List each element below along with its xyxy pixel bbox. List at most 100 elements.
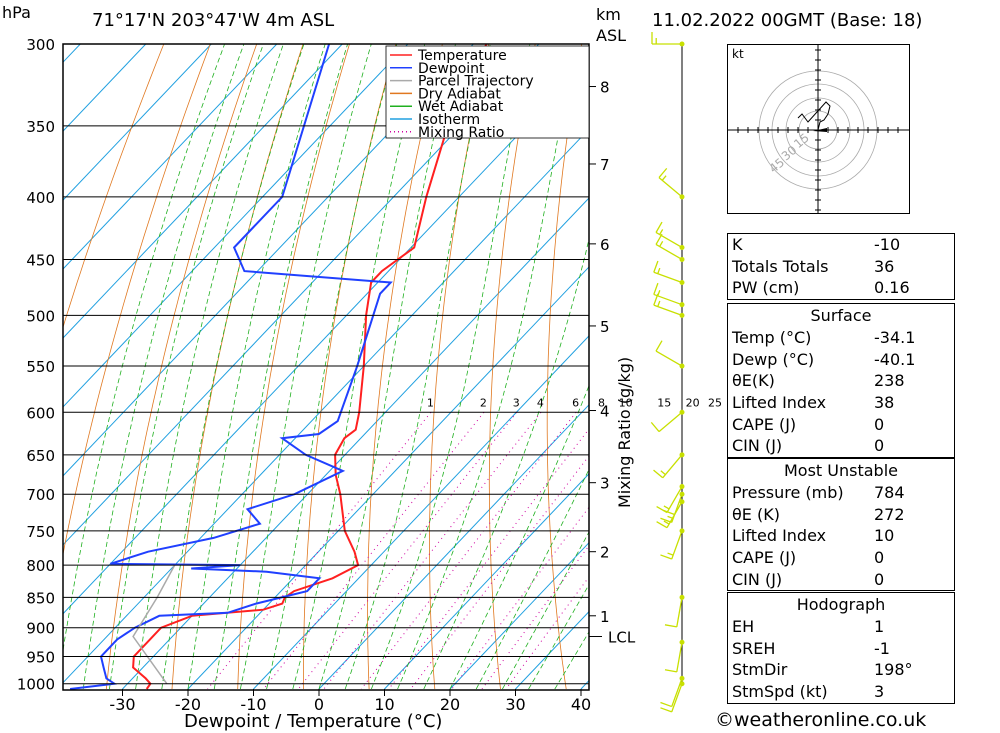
table-row: PW (cm) 0.16 [728, 277, 954, 299]
row-value: 0.16 [874, 278, 910, 298]
table-row: Temp (°C) -34.1 [728, 327, 954, 349]
mixing-ratio-line [360, 411, 577, 690]
wet-adiabat-line [528, 583, 589, 690]
pressure-unit-label: hPa [2, 3, 31, 22]
wind-barb [656, 484, 685, 514]
table-row: CIN (J) 0 [728, 435, 954, 457]
pressure-tick-label: 750 [26, 523, 55, 541]
table-row: K -10 [728, 234, 954, 256]
mixing-ratio-label: 15 [657, 396, 671, 409]
pressure-tick-label: 700 [26, 486, 55, 504]
dry-adiabat-line [367, 44, 443, 690]
wet-adiabat-line [449, 384, 589, 690]
row-label: Totals Totals [732, 256, 829, 276]
wet-adiabat-line [187, 44, 326, 690]
row-label: CAPE (J) [732, 548, 797, 568]
legend-entry: Wet Adiabat [418, 99, 504, 115]
series-dewpoint [69, 44, 393, 690]
mixing-ratio-line [207, 411, 432, 690]
series-parcel-trajectory [132, 564, 176, 685]
dry-adiabat-line [658, 44, 698, 689]
dry-adiabat-line [429, 44, 490, 690]
row-label: Lifted Index [732, 526, 827, 546]
mixing-ratio-label: 10 [619, 396, 633, 409]
location-title: 71°17'N 203°47'W 4m ASL [92, 10, 334, 31]
table-row: CAPE (J) 0 [728, 414, 954, 436]
x-tick-label: 30 [505, 695, 525, 714]
row-value: 784 [874, 483, 905, 502]
pressure-tick-label: 1000 [17, 676, 55, 694]
mixing-ratio-line [451, 506, 589, 690]
km-tick-label: 1 [600, 608, 610, 626]
hodograph-table-panel: Hodograph EH 1 SREH -1 StmDir 198° StmSpd (kt)… [727, 592, 955, 704]
isotherm-line [384, 473, 589, 690]
wind-barb [653, 260, 685, 286]
hodograph-trace [797, 101, 831, 131]
wet-adiabat-line [502, 531, 589, 690]
mixing-ratio-label: 8 [598, 396, 605, 409]
isotherm-line [0, 44, 15, 689]
dry-adiabat-line [105, 44, 258, 690]
wind-barb [651, 32, 685, 47]
wind-barb [653, 452, 685, 479]
legend-entry: Dewpoint [418, 61, 485, 77]
km-tick-label: 7 [600, 156, 610, 174]
table-row: StmSpd (kt) 3 [728, 681, 954, 703]
datetime-label: 11.02.2022 00GMT (Base: 18) [652, 10, 922, 31]
row-label: θE (K) [732, 504, 780, 524]
dry-adiabat-line [171, 44, 304, 690]
table-row: Lifted Index 10 [728, 525, 954, 547]
mixing-ratio-label: 4 [537, 396, 544, 409]
km-tick-label: 6 [600, 236, 610, 254]
lcl-label: LCL [608, 629, 636, 647]
mixing-ratio-label: 1 [427, 396, 434, 409]
mixing-ratio-line [481, 544, 589, 690]
axes: -30 -20 -10 0 10 20 30 40 1 2 3 4 5 6 7 8 LCL [62, 43, 636, 714]
x-tick-label: 10 [374, 695, 394, 714]
wind-barb [664, 639, 685, 673]
isotherm-line [63, 44, 343, 339]
dry-adiabat-line [953, 44, 1000, 689]
table-row: Dewp (°C) -40.1 [728, 349, 954, 371]
x-tick-label: 0 [314, 695, 324, 714]
km-tick-label: 5 [600, 318, 610, 336]
x-tick-label: -10 [240, 695, 266, 714]
row-label: θE(K) [732, 371, 775, 391]
wind-barb [664, 594, 685, 628]
wind-barb [653, 282, 685, 308]
mixing-ratio-label: 3 [513, 396, 520, 409]
row-label: Temp (°C) [732, 328, 812, 347]
credit-link[interactable]: ©weatheronline.co.uk [715, 709, 927, 731]
table-row: StmDir 198° [728, 659, 954, 681]
row-label: StmDir [732, 660, 788, 680]
wet-adiabat-line [371, 44, 531, 690]
pressure-tick-label: 350 [26, 118, 55, 136]
dry-adiabat-line [546, 44, 582, 690]
hodograph-unit: kt [732, 47, 744, 61]
row-value: -10 [874, 235, 901, 254]
row-value: 10 [874, 526, 895, 546]
row-value: 0 [874, 548, 885, 568]
wet-adiabat-line [475, 468, 589, 690]
row-label: Dewp (°C) [732, 349, 815, 369]
wind-barb [650, 409, 685, 433]
pressure-tick-label: 600 [26, 404, 55, 422]
table-row: Pressure (mb) 784 [728, 482, 954, 504]
table-row: Totals Totals 36 [728, 256, 954, 278]
wet-adiabat-line [318, 44, 456, 690]
mixing-ratio-line [298, 411, 518, 690]
plot-frame [62, 43, 590, 691]
row-value: 3 [874, 682, 885, 702]
table-row: Lifted Index 38 [728, 392, 954, 414]
wet-adiabat-line [109, 44, 264, 690]
row-label: CAPE (J) [732, 414, 797, 434]
wind-barb [656, 499, 685, 529]
hodograph-table-title: Hodograph [796, 595, 886, 614]
wind-barb [655, 340, 685, 369]
legend-box [385, 45, 590, 139]
legend-entry: Dry Adiabat [418, 86, 501, 102]
height-unit-km: km [596, 5, 621, 24]
row-value: 272 [874, 504, 905, 524]
km-tick-label: 8 [600, 79, 610, 97]
